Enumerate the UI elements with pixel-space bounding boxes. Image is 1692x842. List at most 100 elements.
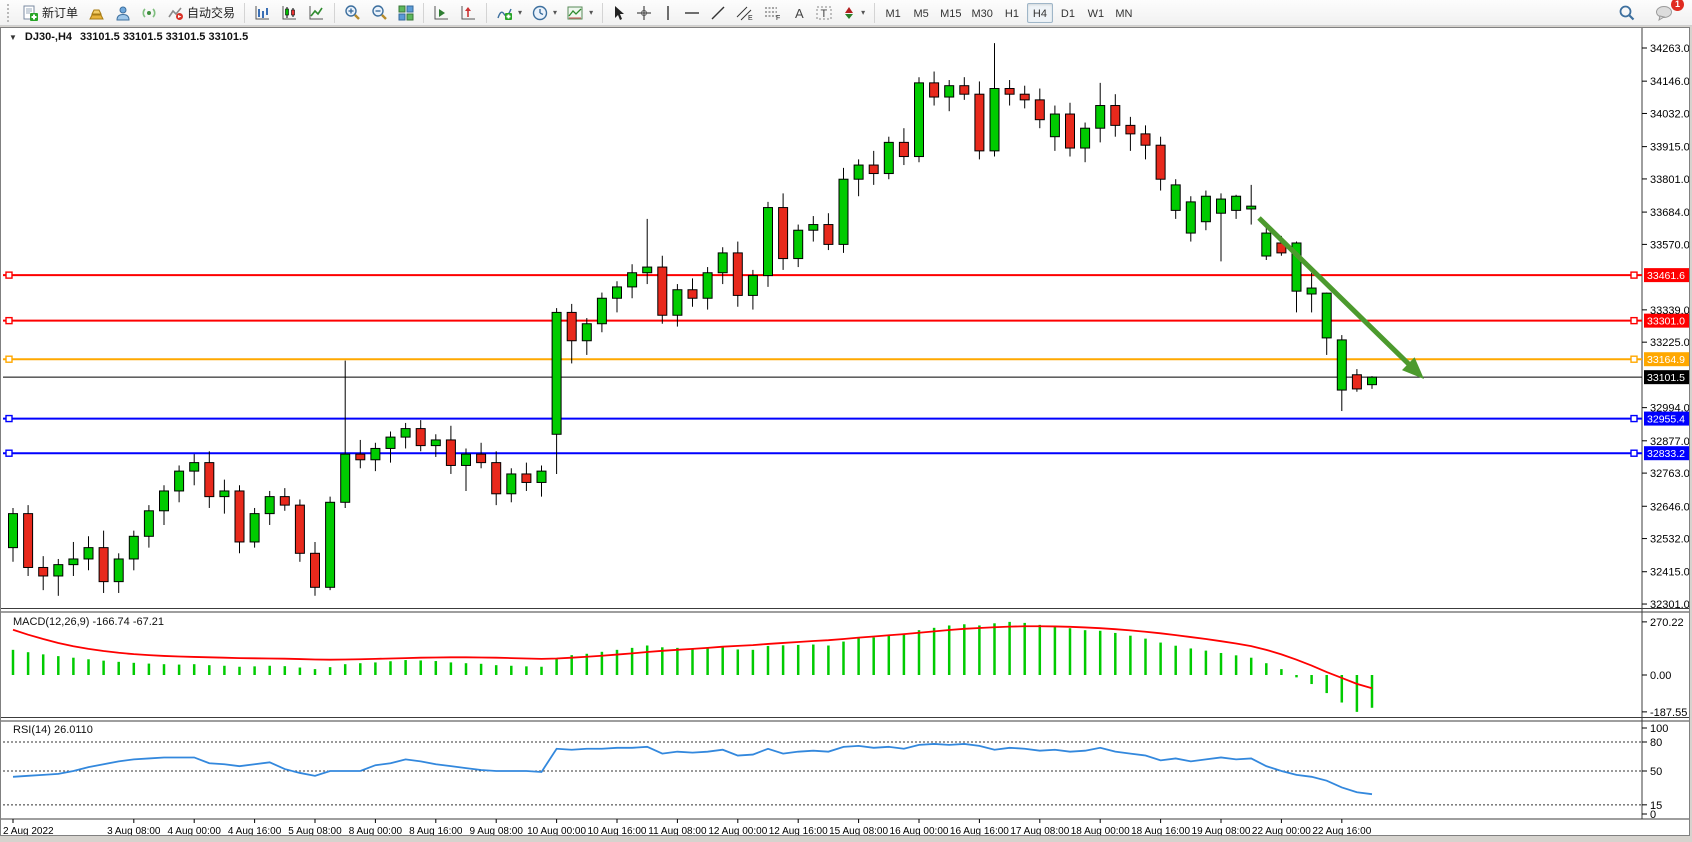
- bar-chart-icon[interactable]: [249, 2, 276, 24]
- rsi-line: [12, 743, 1373, 796]
- candle: [1336, 335, 1347, 412]
- time-tick: 9 Aug 08:00: [470, 826, 524, 835]
- tile-windows-icon[interactable]: [393, 2, 419, 24]
- crosshair-icon[interactable]: [631, 2, 657, 24]
- time-tick: 10 Aug 00:00: [527, 826, 586, 835]
- timeframe-button-w1[interactable]: W1: [1083, 3, 1109, 23]
- toolbar-grip[interactable]: [7, 3, 14, 22]
- candle: [914, 77, 924, 163]
- hline-32833.2[interactable]: [3, 449, 1642, 457]
- candle: [1231, 194, 1242, 219]
- candle: [883, 136, 894, 180]
- candle: [566, 303, 577, 364]
- channel-icon[interactable]: E: [731, 2, 759, 24]
- timeframe-button-d1[interactable]: D1: [1055, 3, 1081, 23]
- candle: [838, 167, 849, 253]
- indicator-window-icon[interactable]: [428, 2, 455, 24]
- new-order-label: 新订单: [42, 6, 79, 20]
- timeframe-button-m1[interactable]: M1: [880, 3, 906, 23]
- candle: [491, 451, 502, 506]
- vertical-line-icon[interactable]: [657, 2, 679, 24]
- chart-symbol: DJ30-,H4: [24, 31, 72, 43]
- hline-33164.9[interactable]: [3, 355, 1642, 363]
- candle: [596, 292, 607, 333]
- candle: [1246, 184, 1257, 225]
- candle: [279, 488, 290, 511]
- price-line-label: 33461.6: [1647, 270, 1685, 282]
- price-tick: 32301.0: [1650, 599, 1689, 611]
- auto-trading-button[interactable]: 自动交易: [162, 2, 240, 24]
- search-icon[interactable]: [1613, 2, 1640, 24]
- data-window-icon[interactable]: [455, 2, 482, 24]
- candle: [385, 431, 396, 463]
- candle: [898, 128, 909, 166]
- horizontal-line-icon[interactable]: [679, 2, 705, 24]
- price-line-label: 32833.2: [1647, 448, 1685, 460]
- candle: [264, 490, 275, 525]
- periods-dropdown-icon[interactable]: [527, 2, 562, 24]
- hline-32955.4[interactable]: [3, 414, 1642, 423]
- svg-text:F: F: [776, 15, 780, 21]
- candle: [83, 536, 94, 571]
- timeframe-group: M1 M5 M15 M30 H1 H4 D1 W1 MN: [879, 1, 1138, 25]
- timeframe-button-m5[interactable]: M5: [908, 3, 934, 23]
- text-icon[interactable]: A: [787, 2, 811, 24]
- time-tick: 18 Aug 16:00: [1131, 826, 1190, 835]
- candle: [974, 81, 985, 160]
- candle: [23, 505, 34, 576]
- svg-text:T: T: [821, 8, 828, 20]
- timeframe-button-h4[interactable]: H4: [1026, 2, 1053, 23]
- time-tick: 22 Aug 16:00: [1312, 826, 1371, 835]
- trend-arrow[interactable]: [1257, 216, 1424, 379]
- timeframe-button-m15[interactable]: M15: [936, 3, 965, 23]
- chart-collapse-icon[interactable]: ▼: [9, 32, 17, 42]
- templates-dropdown-icon[interactable]: [562, 2, 598, 24]
- price-tick: 33801.0: [1650, 174, 1689, 186]
- line-chart-icon[interactable]: [303, 2, 330, 24]
- candlestick-chart-icon[interactable]: [276, 2, 303, 24]
- price-line-label: 32955.4: [1647, 414, 1685, 426]
- chart-canvas[interactable]: 34263.0 34146.0 34032.0 33915.0 33801.0 33684…: [1, 28, 1690, 837]
- candle: [476, 442, 487, 469]
- candle: [340, 360, 351, 508]
- fibonacci-icon[interactable]: F: [759, 2, 787, 24]
- trendline-icon[interactable]: [705, 2, 731, 24]
- hline-33461.6[interactable]: [3, 271, 1642, 279]
- candle: [68, 541, 79, 576]
- candle: [445, 425, 456, 474]
- timeframe-button-h1[interactable]: H1: [999, 3, 1025, 23]
- draw-group: E F A T: [607, 1, 870, 25]
- window-group: [428, 1, 482, 25]
- time-tick: 3 Aug 08:00: [107, 826, 161, 835]
- hline-33301.0[interactable]: [3, 316, 1642, 325]
- candle: [98, 530, 109, 593]
- candle: [1321, 292, 1332, 355]
- new-order-button[interactable]: 新订单: [17, 2, 83, 24]
- candle: [732, 241, 743, 307]
- zoom-out-icon[interactable]: [366, 2, 393, 24]
- text-label-icon[interactable]: T: [811, 2, 837, 24]
- arrows-dropdown-icon[interactable]: [837, 2, 870, 24]
- indicators-dropdown-icon[interactable]: [491, 2, 527, 24]
- zoom-in-icon[interactable]: [339, 2, 366, 24]
- rsi-tick: 15: [1650, 800, 1662, 812]
- rsi-tick: 0: [1650, 809, 1656, 821]
- candle: [944, 80, 955, 112]
- candle: [581, 318, 592, 355]
- candle: [204, 451, 215, 508]
- candle: [128, 530, 139, 571]
- cursor-icon[interactable]: [607, 2, 631, 24]
- candle: [929, 71, 940, 106]
- candle: [536, 465, 547, 497]
- candle: [1367, 376, 1377, 389]
- chart-window: ▼ DJ30-,H4 33101.5 33101.5 33101.5 33101…: [0, 27, 1690, 837]
- timeframe-button-m30[interactable]: M30: [968, 3, 997, 23]
- signals-button[interactable]: [136, 2, 162, 24]
- gold-button[interactable]: [83, 2, 110, 24]
- community-button[interactable]: [110, 2, 136, 24]
- candle: [1200, 190, 1211, 231]
- notification-badge: 1: [1671, 0, 1684, 11]
- candle: [793, 224, 804, 268]
- chat-icon[interactable]: 1: [1650, 0, 1684, 24]
- timeframe-button-mn[interactable]: MN: [1111, 3, 1137, 23]
